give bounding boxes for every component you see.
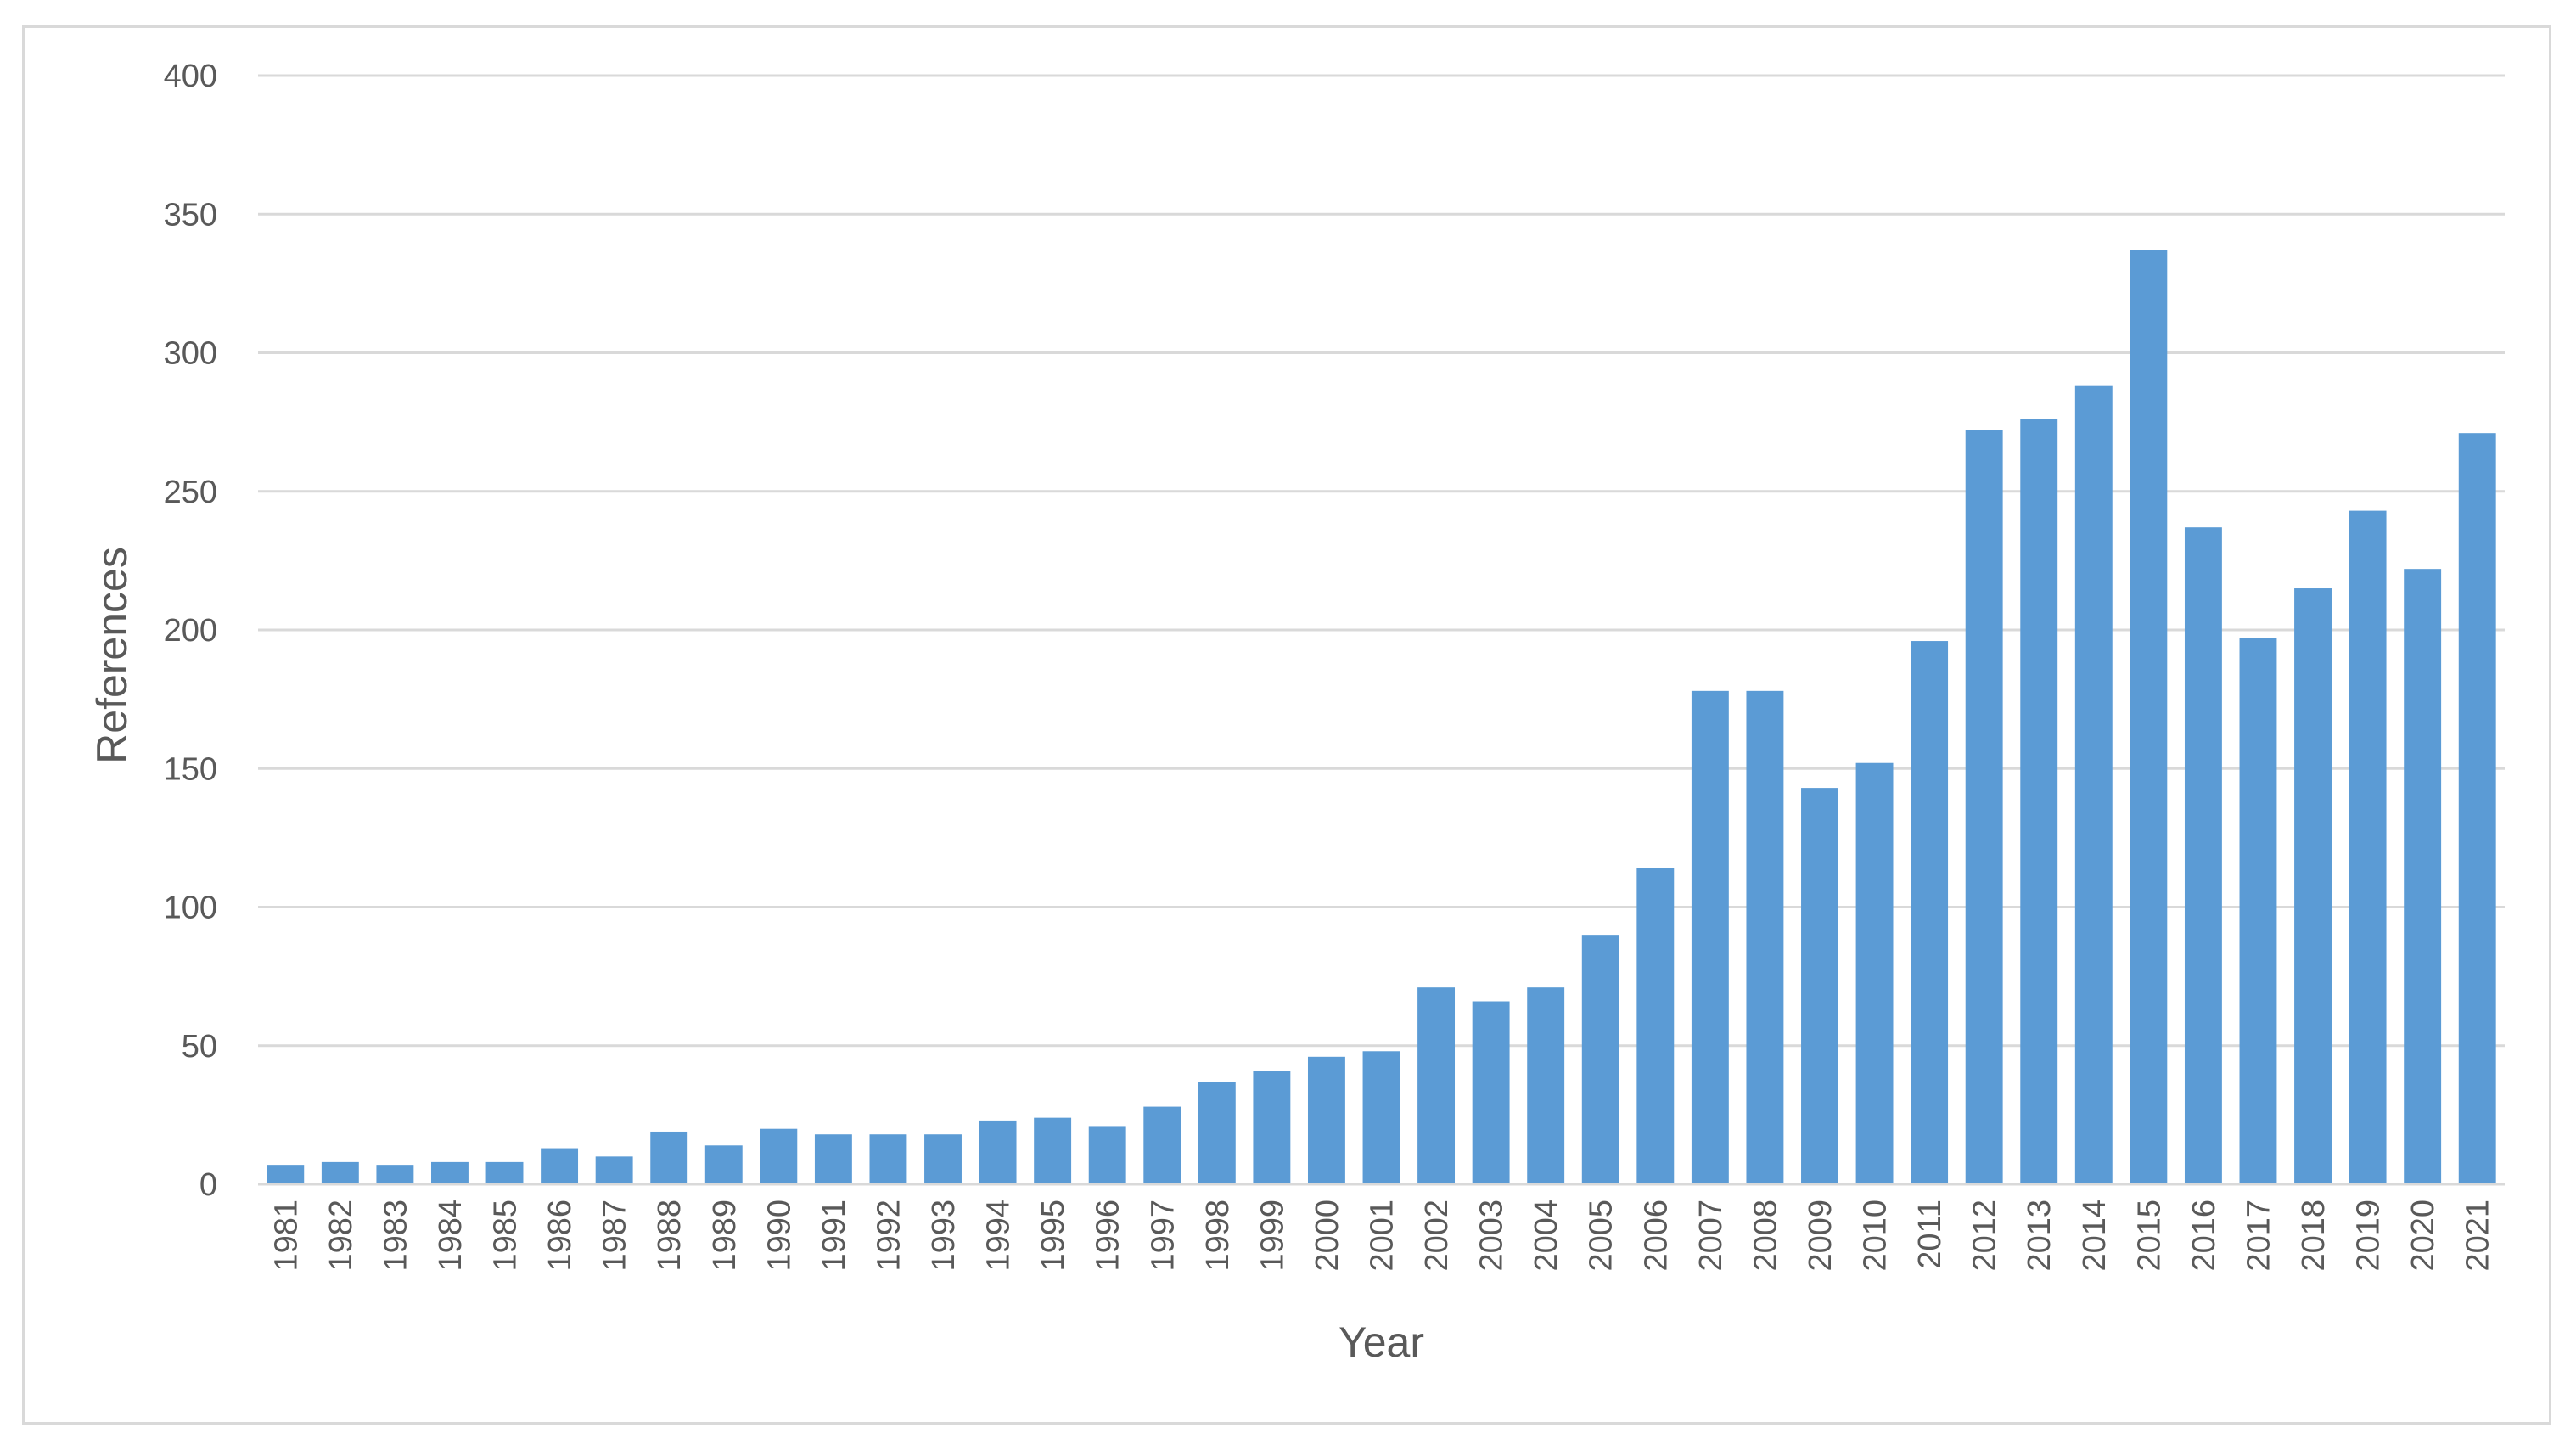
x-tick-label: 1986	[542, 1200, 578, 1272]
bar-1989	[704, 1145, 743, 1184]
gridlines	[258, 74, 2505, 1048]
x-tick-label: 2013	[2022, 1200, 2057, 1272]
x-tick-label: 2016	[2186, 1200, 2222, 1272]
bar-1998	[1198, 1082, 1236, 1184]
bar-2021	[2458, 433, 2496, 1184]
bar-2000	[1307, 1056, 1345, 1184]
x-tick-label: 1991	[817, 1200, 852, 1272]
bar-1992	[869, 1134, 907, 1184]
x-tick-label: 1998	[1200, 1200, 1236, 1272]
x-tick-label: 2005	[1584, 1200, 1619, 1272]
x-tick-label: 1988	[652, 1200, 687, 1272]
bar-2007	[1691, 690, 1729, 1184]
bar-1990	[760, 1128, 798, 1184]
x-tick-label: 2015	[2131, 1200, 2167, 1272]
bar-2001	[1362, 1051, 1400, 1184]
y-tick-label: 300	[164, 336, 217, 372]
y-axis-title: References	[88, 547, 136, 764]
x-tick-label: 1984	[433, 1200, 469, 1272]
x-tick-label: 2000	[1310, 1200, 1345, 1272]
bar-1996	[1088, 1126, 1126, 1184]
x-tick-label: 2014	[2077, 1200, 2113, 1272]
y-tick-label: 400	[164, 59, 217, 94]
x-tick-label: 2006	[1638, 1200, 1674, 1272]
x-tick-label: 1989	[707, 1200, 743, 1272]
x-tick-label: 2017	[2241, 1200, 2276, 1272]
bar-2010	[1855, 762, 1894, 1184]
x-tick-label: 2010	[1858, 1200, 1894, 1272]
x-tick-label: 1990	[761, 1200, 797, 1272]
y-tick-label: 200	[164, 613, 217, 649]
bar-2011	[1911, 641, 1949, 1184]
bar-1985	[485, 1161, 524, 1184]
x-tick-label: 2012	[1967, 1200, 2003, 1272]
bar-2012	[1965, 430, 2003, 1184]
bar-1983	[376, 1165, 414, 1184]
x-tick-label: 1981	[268, 1200, 304, 1272]
x-tick-label: 1993	[926, 1200, 962, 1272]
x-tick-label: 1987	[598, 1200, 633, 1272]
bar-2016	[2184, 527, 2222, 1184]
x-tick-label: 2019	[2351, 1200, 2387, 1272]
y-tick-label: 0	[199, 1167, 217, 1203]
bar-1984	[431, 1161, 469, 1184]
bar-2005	[1581, 935, 1619, 1184]
x-tick-label: 2001	[1365, 1200, 1400, 1272]
bar-2003	[1472, 1001, 1510, 1184]
y-tick-label: 150	[164, 751, 217, 787]
bar-1988	[650, 1131, 688, 1184]
x-tick-label: 1982	[323, 1200, 359, 1272]
x-tick-label: 1997	[1145, 1200, 1181, 1272]
bar-2017	[2239, 638, 2277, 1184]
bar-1986	[541, 1148, 579, 1184]
bar-2004	[1527, 987, 1565, 1184]
bar-1995	[1034, 1117, 1072, 1184]
y-tick-label: 350	[164, 197, 217, 233]
bar-2020	[2404, 569, 2442, 1184]
bar-2015	[2130, 250, 2168, 1184]
x-tick-label: 1985	[488, 1200, 524, 1272]
bar-2018	[2294, 588, 2332, 1184]
bar-2008	[1746, 690, 1784, 1184]
x-tick-label: 2009	[1803, 1200, 1838, 1272]
x-axis-title: Year	[1339, 1318, 1424, 1366]
x-tick-label: 2002	[1419, 1200, 1455, 1272]
x-tick-label: 2011	[1912, 1200, 1948, 1269]
bar-1982	[321, 1161, 359, 1184]
x-tick-label: 2003	[1474, 1200, 1510, 1272]
x-tick-label: 2004	[1529, 1200, 1564, 1272]
bars	[267, 250, 2496, 1184]
x-tick-label: 2008	[1748, 1200, 1783, 1272]
y-tick-label: 100	[164, 891, 217, 926]
y-tick-label: 250	[164, 475, 217, 510]
bar-1987	[595, 1156, 633, 1184]
y-axis-ticks: 0 50 100 150 200 250 300 350 400	[164, 59, 217, 1203]
bar-2009	[1801, 788, 1838, 1184]
x-axis-ticks: 1981 1982 1983 1984 1985 1986 1987 1988 1989 1990…	[268, 1200, 2495, 1272]
bar-1997	[1143, 1106, 1181, 1184]
bar-2002	[1417, 987, 1456, 1184]
x-tick-label: 1999	[1254, 1200, 1290, 1272]
bar-2013	[2020, 419, 2058, 1184]
x-tick-label: 2020	[2405, 1200, 2441, 1272]
bar-2019	[2349, 510, 2387, 1184]
x-tick-label: 1994	[981, 1200, 1017, 1272]
chart-frame: 0 50 100 150 200 250 300 350 400 1981 1982 1983 198…	[22, 25, 2551, 1425]
bar-1993	[924, 1134, 962, 1184]
bar-1999	[1253, 1071, 1291, 1184]
x-tick-label: 1996	[1091, 1200, 1126, 1272]
x-tick-label: 2007	[1693, 1200, 1729, 1272]
x-tick-label: 1992	[871, 1200, 906, 1272]
x-tick-label: 2021	[2461, 1200, 2496, 1272]
x-tick-label: 1995	[1035, 1200, 1071, 1272]
bar-2006	[1636, 868, 1675, 1184]
bar-1981	[267, 1165, 305, 1184]
x-tick-label: 1983	[378, 1200, 413, 1272]
y-tick-label: 50	[182, 1029, 217, 1065]
bar-1994	[979, 1120, 1017, 1184]
bar-1991	[814, 1134, 852, 1184]
bar-2014	[2074, 385, 2113, 1184]
x-tick-label: 2018	[2296, 1200, 2332, 1272]
